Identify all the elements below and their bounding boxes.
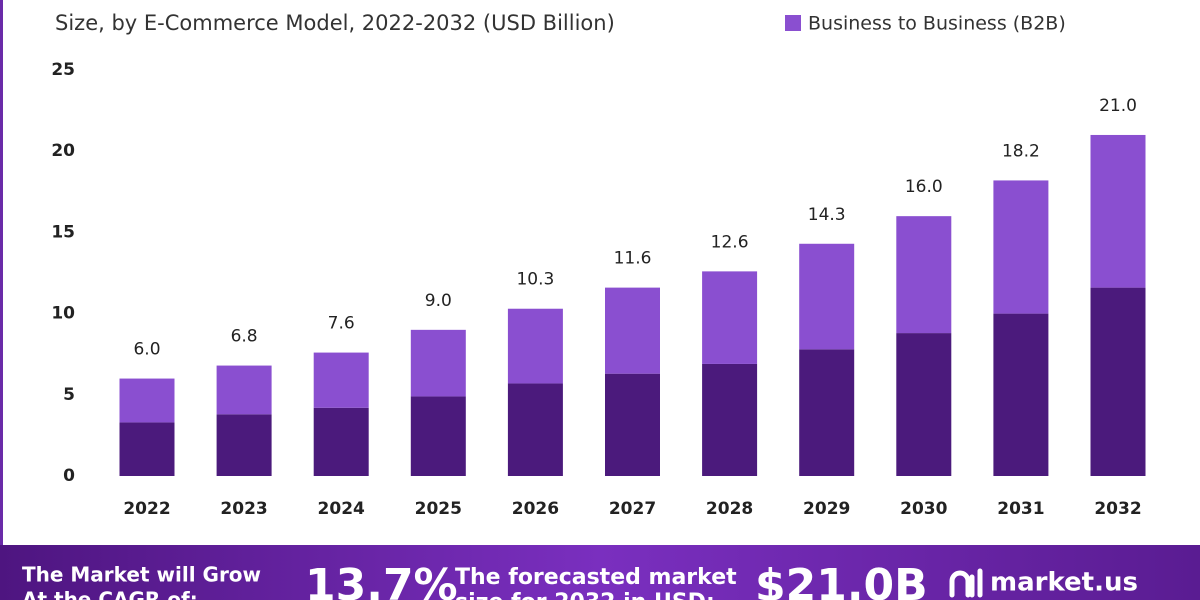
bar-segment bbox=[993, 313, 1049, 476]
footer: The Market will Grow At the CAGR of: 13.… bbox=[0, 545, 1200, 600]
total-label: 6.0 bbox=[133, 340, 160, 360]
legend-swatch bbox=[785, 15, 801, 31]
bar-segment bbox=[119, 422, 175, 476]
bar-segment bbox=[896, 333, 952, 476]
y-tick-label: 25 bbox=[51, 60, 75, 80]
bar-segment bbox=[313, 352, 369, 408]
x-tick-label: 2027 bbox=[609, 499, 656, 519]
total-label: 11.6 bbox=[614, 249, 652, 269]
total-label: 7.6 bbox=[328, 314, 355, 334]
forecast-text: size for 2032 in USD: bbox=[455, 590, 715, 600]
brand-name: market.us bbox=[990, 568, 1138, 598]
forecast-text: The forecasted market bbox=[455, 565, 737, 590]
footer-band bbox=[0, 545, 1200, 600]
bar-segment bbox=[216, 365, 272, 415]
y-tick-label: 15 bbox=[51, 222, 75, 242]
bar-segment bbox=[799, 243, 855, 350]
bar-segment bbox=[507, 308, 563, 384]
bar-segment bbox=[1090, 134, 1146, 288]
x-tick-label: 2032 bbox=[1094, 499, 1141, 519]
x-tick-label: 2023 bbox=[220, 499, 267, 519]
cagr-value: 13.7% bbox=[305, 560, 458, 600]
brand-logo bbox=[949, 568, 983, 598]
bar-segment bbox=[313, 407, 369, 476]
x-tick-label: 2028 bbox=[706, 499, 753, 519]
bar-segment bbox=[605, 373, 660, 476]
cagr-text: At the CAGR of: bbox=[22, 588, 198, 600]
x-tick-label: 2024 bbox=[318, 499, 365, 519]
y-tick-label: 20 bbox=[51, 141, 75, 161]
bar-segment bbox=[605, 287, 660, 374]
chart-subtitle: Size, by E-Commerce Model, 2022-2032 (US… bbox=[55, 11, 615, 35]
bar-segment bbox=[1090, 287, 1146, 476]
x-tick-label: 2030 bbox=[900, 499, 947, 519]
x-tick-label: 2031 bbox=[997, 499, 1044, 519]
forecast-value: $21.0B bbox=[755, 560, 928, 600]
cagr-text: The Market will Grow bbox=[22, 563, 261, 587]
total-label: 10.3 bbox=[516, 270, 554, 290]
legend-label: Business to Business (B2B) bbox=[808, 13, 1066, 35]
bar-segment bbox=[896, 216, 952, 334]
bar-segment bbox=[410, 329, 466, 397]
frame-edge bbox=[0, 0, 3, 545]
total-label: 9.0 bbox=[425, 291, 452, 311]
bar-segment bbox=[799, 349, 855, 476]
x-tick-label: 2026 bbox=[512, 499, 559, 519]
total-label: 14.3 bbox=[808, 205, 846, 225]
x-tick-label: 2025 bbox=[415, 499, 462, 519]
bar-segment bbox=[702, 363, 758, 476]
bar-segment bbox=[702, 271, 758, 364]
bar-segment bbox=[119, 378, 175, 423]
x-tick-label: 2022 bbox=[123, 499, 170, 519]
total-label: 18.2 bbox=[1002, 141, 1040, 161]
bar-segment bbox=[410, 396, 466, 476]
y-tick-label: 0 bbox=[63, 466, 75, 486]
bar-segment bbox=[993, 180, 1049, 314]
bar-segment bbox=[507, 383, 563, 476]
total-label: 6.8 bbox=[231, 327, 258, 347]
y-tick-label: 5 bbox=[63, 385, 75, 405]
bar-segment bbox=[216, 414, 272, 476]
x-tick-label: 2029 bbox=[803, 499, 850, 519]
y-tick-label: 10 bbox=[51, 304, 75, 324]
total-label: 21.0 bbox=[1099, 96, 1137, 116]
total-label: 12.6 bbox=[711, 232, 749, 252]
total-label: 16.0 bbox=[905, 177, 943, 197]
